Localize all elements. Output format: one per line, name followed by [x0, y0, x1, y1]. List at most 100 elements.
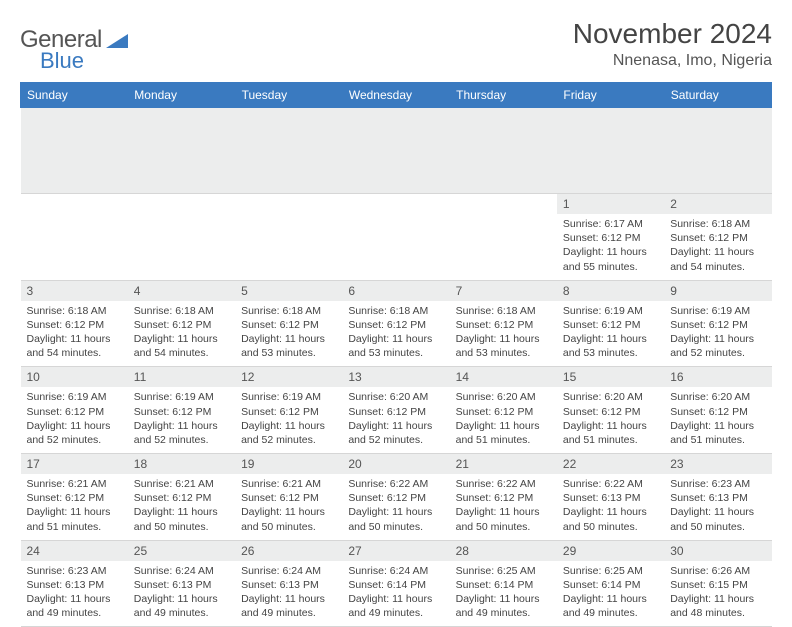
day-info: Sunrise: 6:24 AMSunset: 6:13 PMDaylight:…: [128, 561, 235, 627]
daylight-text: Daylight: 11 hours and 50 minutes.: [563, 505, 658, 533]
day-number: 4: [128, 281, 235, 301]
calendar-cell: [450, 194, 557, 281]
sunset-text: Sunset: 6:15 PM: [670, 578, 765, 592]
day-info: Sunrise: 6:25 AMSunset: 6:14 PMDaylight:…: [450, 561, 557, 627]
calendar-cell: 16Sunrise: 6:20 AMSunset: 6:12 PMDayligh…: [664, 367, 771, 454]
sunrise-text: Sunrise: 6:21 AM: [27, 477, 122, 491]
calendar-cell: 3Sunrise: 6:18 AMSunset: 6:12 PMDaylight…: [21, 280, 128, 367]
daylight-text: Daylight: 11 hours and 50 minutes.: [456, 505, 551, 533]
sunset-text: Sunset: 6:12 PM: [27, 491, 122, 505]
daylight-text: Daylight: 11 hours and 49 minutes.: [134, 592, 229, 620]
logo-triangle-icon: [106, 30, 128, 51]
title-block: November 2024 Nnenasa, Imo, Nigeria: [573, 18, 772, 70]
daylight-text: Daylight: 11 hours and 54 minutes.: [134, 332, 229, 360]
day-number: 7: [450, 281, 557, 301]
daylight-text: Daylight: 11 hours and 49 minutes.: [348, 592, 443, 620]
calendar-cell: 26Sunrise: 6:24 AMSunset: 6:13 PMDayligh…: [235, 540, 342, 627]
daylight-text: Daylight: 11 hours and 51 minutes.: [670, 419, 765, 447]
sunrise-text: Sunrise: 6:19 AM: [241, 390, 336, 404]
day-number: 20: [342, 454, 449, 474]
day-number: 2: [664, 194, 771, 214]
day-info: Sunrise: 6:25 AMSunset: 6:14 PMDaylight:…: [557, 561, 664, 627]
day-info: Sunrise: 6:19 AMSunset: 6:12 PMDaylight:…: [128, 387, 235, 453]
sunset-text: Sunset: 6:12 PM: [670, 405, 765, 419]
header: General November 2024 Nnenasa, Imo, Nige…: [20, 18, 772, 70]
day-number: 14: [450, 367, 557, 387]
day-info: Sunrise: 6:18 AMSunset: 6:12 PMDaylight:…: [450, 301, 557, 367]
day-info: Sunrise: 6:19 AMSunset: 6:12 PMDaylight:…: [664, 301, 771, 367]
sunset-text: Sunset: 6:12 PM: [134, 318, 229, 332]
sunset-text: Sunset: 6:13 PM: [241, 578, 336, 592]
day-number: 30: [664, 541, 771, 561]
daylight-text: Daylight: 11 hours and 52 minutes.: [348, 419, 443, 447]
day-info: Sunrise: 6:20 AMSunset: 6:12 PMDaylight:…: [664, 387, 771, 453]
day-info: Sunrise: 6:18 AMSunset: 6:12 PMDaylight:…: [21, 301, 128, 367]
sunset-text: Sunset: 6:14 PM: [348, 578, 443, 592]
sunrise-text: Sunrise: 6:24 AM: [241, 564, 336, 578]
day-info: Sunrise: 6:24 AMSunset: 6:13 PMDaylight:…: [235, 561, 342, 627]
daylight-text: Daylight: 11 hours and 53 minutes.: [348, 332, 443, 360]
day-info: Sunrise: 6:23 AMSunset: 6:13 PMDaylight:…: [21, 561, 128, 627]
sunrise-text: Sunrise: 6:20 AM: [670, 390, 765, 404]
sunrise-text: Sunrise: 6:21 AM: [134, 477, 229, 491]
weekday-header: Friday: [557, 83, 664, 108]
sunset-text: Sunset: 6:14 PM: [563, 578, 658, 592]
daylight-text: Daylight: 11 hours and 50 minutes.: [670, 505, 765, 533]
calendar-cell: 19Sunrise: 6:21 AMSunset: 6:12 PMDayligh…: [235, 454, 342, 541]
daylight-text: Daylight: 11 hours and 52 minutes.: [670, 332, 765, 360]
sunset-text: Sunset: 6:12 PM: [27, 318, 122, 332]
sunrise-text: Sunrise: 6:18 AM: [241, 304, 336, 318]
calendar-body: 1Sunrise: 6:17 AMSunset: 6:12 PMDaylight…: [21, 108, 772, 627]
calendar-cell: 7Sunrise: 6:18 AMSunset: 6:12 PMDaylight…: [450, 280, 557, 367]
day-number: 27: [342, 541, 449, 561]
calendar-head: SundayMondayTuesdayWednesdayThursdayFrid…: [21, 83, 772, 108]
daylight-text: Daylight: 11 hours and 54 minutes.: [670, 245, 765, 273]
calendar-cell: 12Sunrise: 6:19 AMSunset: 6:12 PMDayligh…: [235, 367, 342, 454]
calendar-cell: 4Sunrise: 6:18 AMSunset: 6:12 PMDaylight…: [128, 280, 235, 367]
daylight-text: Daylight: 11 hours and 49 minutes.: [563, 592, 658, 620]
calendar-table: SundayMondayTuesdayWednesdayThursdayFrid…: [20, 82, 772, 627]
sunset-text: Sunset: 6:12 PM: [134, 405, 229, 419]
day-number: 6: [342, 281, 449, 301]
sunrise-text: Sunrise: 6:18 AM: [348, 304, 443, 318]
calendar-cell: 30Sunrise: 6:26 AMSunset: 6:15 PMDayligh…: [664, 540, 771, 627]
daylight-text: Daylight: 11 hours and 53 minutes.: [241, 332, 336, 360]
day-info: Sunrise: 6:19 AMSunset: 6:12 PMDaylight:…: [557, 301, 664, 367]
calendar-cell: 22Sunrise: 6:22 AMSunset: 6:13 PMDayligh…: [557, 454, 664, 541]
day-number: 26: [235, 541, 342, 561]
calendar-cell: 8Sunrise: 6:19 AMSunset: 6:12 PMDaylight…: [557, 280, 664, 367]
calendar-cell: 28Sunrise: 6:25 AMSunset: 6:14 PMDayligh…: [450, 540, 557, 627]
daylight-text: Daylight: 11 hours and 49 minutes.: [27, 592, 122, 620]
sunrise-text: Sunrise: 6:19 AM: [27, 390, 122, 404]
calendar-cell: 15Sunrise: 6:20 AMSunset: 6:12 PMDayligh…: [557, 367, 664, 454]
day-info: Sunrise: 6:20 AMSunset: 6:12 PMDaylight:…: [450, 387, 557, 453]
calendar-cell: 14Sunrise: 6:20 AMSunset: 6:12 PMDayligh…: [450, 367, 557, 454]
day-number: 17: [21, 454, 128, 474]
sunset-text: Sunset: 6:12 PM: [563, 405, 658, 419]
sunset-text: Sunset: 6:12 PM: [241, 405, 336, 419]
day-number: 3: [21, 281, 128, 301]
day-info: Sunrise: 6:18 AMSunset: 6:12 PMDaylight:…: [342, 301, 449, 367]
sunrise-text: Sunrise: 6:20 AM: [348, 390, 443, 404]
daylight-text: Daylight: 11 hours and 51 minutes.: [456, 419, 551, 447]
weekday-header: Sunday: [21, 83, 128, 108]
daylight-text: Daylight: 11 hours and 48 minutes.: [670, 592, 765, 620]
day-number: 18: [128, 454, 235, 474]
sunset-text: Sunset: 6:12 PM: [241, 491, 336, 505]
daylight-text: Daylight: 11 hours and 50 minutes.: [241, 505, 336, 533]
daylight-text: Daylight: 11 hours and 51 minutes.: [563, 419, 658, 447]
calendar-cell: 13Sunrise: 6:20 AMSunset: 6:12 PMDayligh…: [342, 367, 449, 454]
sunrise-text: Sunrise: 6:25 AM: [563, 564, 658, 578]
weekday-header: Tuesday: [235, 83, 342, 108]
day-info: Sunrise: 6:22 AMSunset: 6:12 PMDaylight:…: [450, 474, 557, 540]
sunset-text: Sunset: 6:12 PM: [456, 405, 551, 419]
sunset-text: Sunset: 6:12 PM: [348, 491, 443, 505]
calendar-cell: 5Sunrise: 6:18 AMSunset: 6:12 PMDaylight…: [235, 280, 342, 367]
logo-text-b: Blue: [40, 48, 84, 74]
weekday-header: Wednesday: [342, 83, 449, 108]
calendar-row: 17Sunrise: 6:21 AMSunset: 6:12 PMDayligh…: [21, 454, 772, 541]
day-info: Sunrise: 6:20 AMSunset: 6:12 PMDaylight:…: [342, 387, 449, 453]
sunset-text: Sunset: 6:12 PM: [563, 231, 658, 245]
calendar-cell: 20Sunrise: 6:22 AMSunset: 6:12 PMDayligh…: [342, 454, 449, 541]
location: Nnenasa, Imo, Nigeria: [573, 52, 772, 70]
